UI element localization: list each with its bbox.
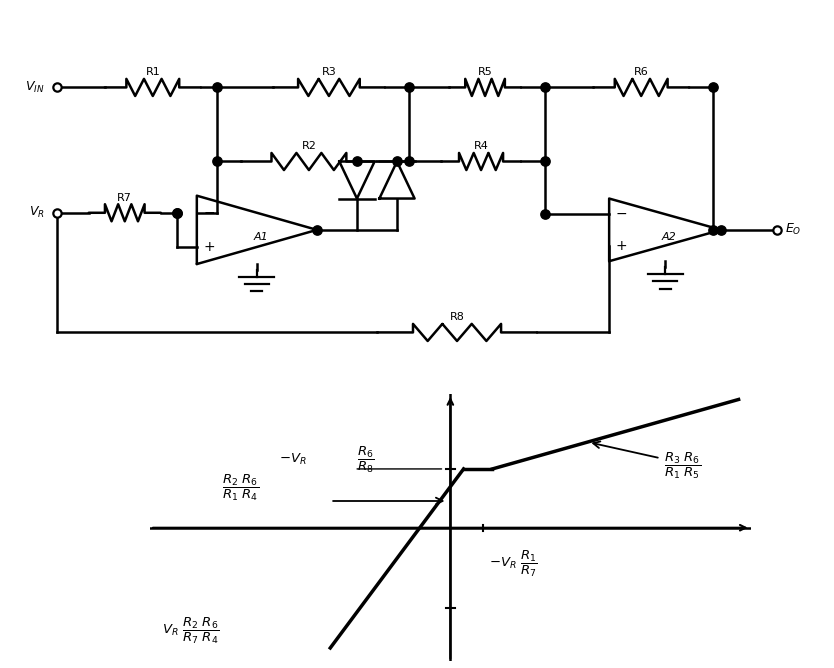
Text: R2: R2 <box>301 141 316 151</box>
Point <box>706 82 720 93</box>
Text: $-V_R\ \dfrac{R_1}{R_7}$: $-V_R\ \dfrac{R_1}{R_7}$ <box>490 549 538 579</box>
Point <box>210 82 224 93</box>
Text: $V_R$: $V_R$ <box>29 205 45 220</box>
Text: R8: R8 <box>450 312 465 322</box>
Text: $V_{IN}$: $V_{IN}$ <box>25 80 45 95</box>
Text: $-V_R$: $-V_R$ <box>279 452 307 467</box>
Text: −: − <box>615 207 627 221</box>
Point <box>210 156 224 167</box>
Text: $\dfrac{R_3\ R_6}{R_1\ R_5}$: $\dfrac{R_3\ R_6}{R_1\ R_5}$ <box>664 451 701 482</box>
Text: R5: R5 <box>478 67 492 77</box>
Point <box>402 156 415 167</box>
Point <box>706 224 720 235</box>
Text: $V_R\ \dfrac{R_2\ R_6}{R_7\ R_4}$: $V_R\ \dfrac{R_2\ R_6}{R_7\ R_4}$ <box>162 616 219 646</box>
Point <box>390 156 404 167</box>
Point <box>350 156 364 167</box>
Point <box>170 208 183 218</box>
Text: +: + <box>615 238 627 253</box>
Text: +: + <box>203 240 215 254</box>
Text: R1: R1 <box>145 67 160 77</box>
Point <box>539 209 552 220</box>
Text: A1: A1 <box>254 232 269 242</box>
Point <box>310 224 324 235</box>
Point <box>539 82 552 93</box>
Text: R4: R4 <box>474 141 489 151</box>
Text: −: − <box>203 206 215 220</box>
Point <box>402 82 415 93</box>
Text: $\dfrac{R_6}{R_8}$: $\dfrac{R_6}{R_8}$ <box>357 444 374 475</box>
Point <box>539 156 552 167</box>
Point <box>715 224 728 235</box>
Text: $\dfrac{R_2\ R_6}{R_1\ R_4}$: $\dfrac{R_2\ R_6}{R_1\ R_4}$ <box>222 472 259 503</box>
Text: R7: R7 <box>118 192 133 202</box>
Text: R3: R3 <box>322 67 336 77</box>
Point <box>170 208 183 218</box>
Text: A2: A2 <box>662 232 676 242</box>
Text: R6: R6 <box>634 67 649 77</box>
Text: $E_O$: $E_O$ <box>786 222 801 237</box>
